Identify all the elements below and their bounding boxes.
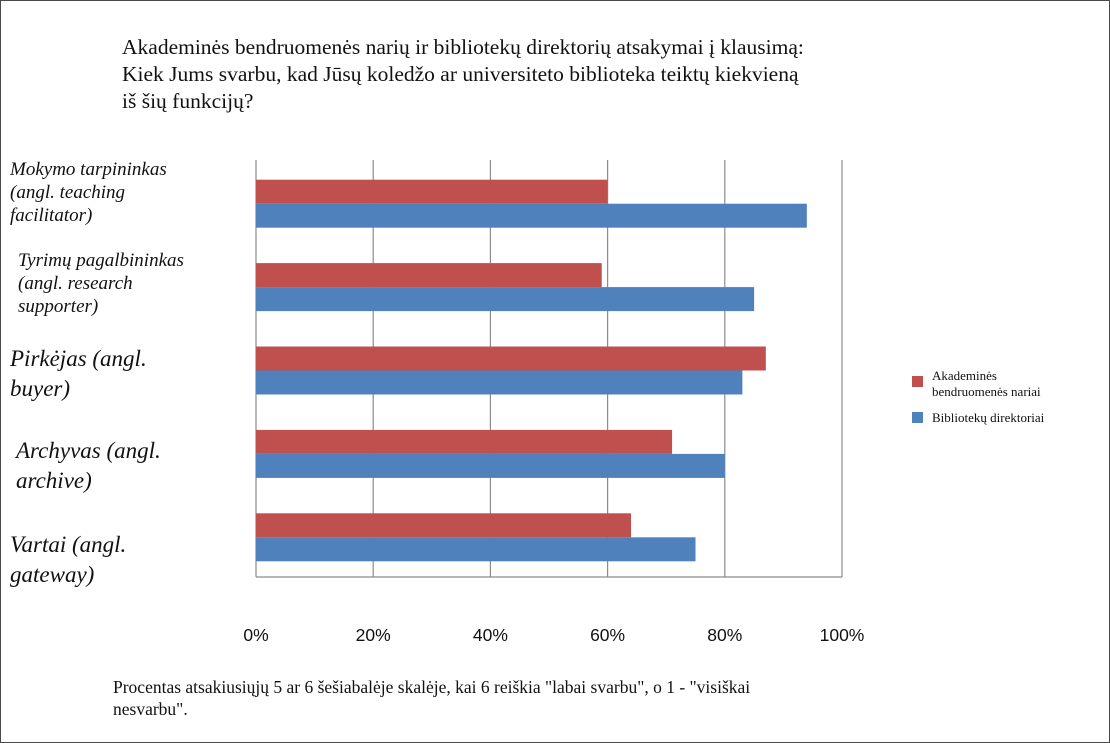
category-label-gateway: Vartai (angl. gateway) bbox=[10, 530, 250, 590]
bar-directors bbox=[256, 537, 696, 562]
legend-label-line: bendruomenės nariai bbox=[932, 384, 1041, 399]
bar-academic bbox=[256, 513, 632, 538]
category-label-research-supporter: Tyrimų pagalbininkas (angl. research sup… bbox=[18, 249, 258, 318]
category-label-line: buyer) bbox=[10, 376, 71, 401]
bar-directors bbox=[256, 203, 807, 228]
footer-line: nesvarbu". bbox=[113, 699, 188, 719]
category-label-line: gateway) bbox=[10, 562, 95, 587]
category-label-line: Tyrimų pagalbininkas bbox=[18, 250, 184, 271]
x-tick-label: 20% bbox=[356, 625, 391, 645]
legend: Akademinės bendruomenės nariai Bibliotek… bbox=[912, 368, 1102, 436]
x-tick-label: 60% bbox=[590, 625, 625, 645]
legend-item-academic: Akademinės bendruomenės nariai bbox=[912, 368, 1102, 400]
x-tick-label: 0% bbox=[243, 625, 268, 645]
category-label-line: Archyvas (angl. bbox=[16, 438, 161, 463]
legend-label-line: Akademinės bbox=[932, 368, 997, 383]
bar-academic bbox=[256, 346, 766, 371]
category-label-line: (angl. research bbox=[18, 273, 133, 294]
category-label-line: Pirkėjas (angl. bbox=[10, 346, 147, 371]
bar-directors bbox=[256, 370, 743, 395]
title-line: Kiek Jums svarbu, kad Jūsų koledžo ar un… bbox=[122, 62, 799, 86]
category-label-line: (angl. teaching bbox=[10, 182, 126, 203]
legend-label-line: Bibliotekų direktoriai bbox=[932, 410, 1045, 425]
bar-directors bbox=[256, 453, 725, 478]
title-line: iš šių funkcijų? bbox=[122, 89, 254, 113]
x-tick-label: 40% bbox=[473, 625, 508, 645]
legend-swatch-academic bbox=[912, 376, 923, 387]
category-label-line: supporter) bbox=[18, 296, 99, 317]
category-label-line: facilitator) bbox=[10, 205, 93, 226]
chart-title: Akademinės bendruomenės narių ir bibliot… bbox=[122, 34, 1022, 115]
category-label-archive: Archyvas (angl. archive) bbox=[16, 436, 256, 496]
title-line: Akademinės bendruomenės narių ir bibliot… bbox=[122, 35, 804, 59]
bar-academic bbox=[256, 179, 608, 204]
category-label-line: Mokymo tarpininkas bbox=[10, 159, 167, 180]
footer-note: Procentas atsakiusiųjų 5 ar 6 šešiabalėj… bbox=[113, 676, 1013, 720]
category-label-line: archive) bbox=[16, 468, 92, 493]
category-label-line: Vartai (angl. bbox=[10, 532, 127, 557]
x-tick-label: 80% bbox=[707, 625, 742, 645]
category-label-buyer: Pirkėjas (angl. buyer) bbox=[10, 344, 250, 404]
x-tick-label: 100% bbox=[820, 625, 865, 645]
legend-item-directors: Bibliotekų direktoriai bbox=[912, 410, 1102, 426]
legend-swatch-directors bbox=[912, 412, 923, 423]
bar-directors bbox=[256, 287, 755, 312]
bar-academic bbox=[256, 263, 602, 288]
footer-line: Procentas atsakiusiųjų 5 ar 6 šešiabalėj… bbox=[113, 677, 751, 697]
category-label-teaching-facilitator: Mokymo tarpininkas (angl. teaching facil… bbox=[10, 158, 250, 227]
bar-academic bbox=[256, 429, 673, 454]
